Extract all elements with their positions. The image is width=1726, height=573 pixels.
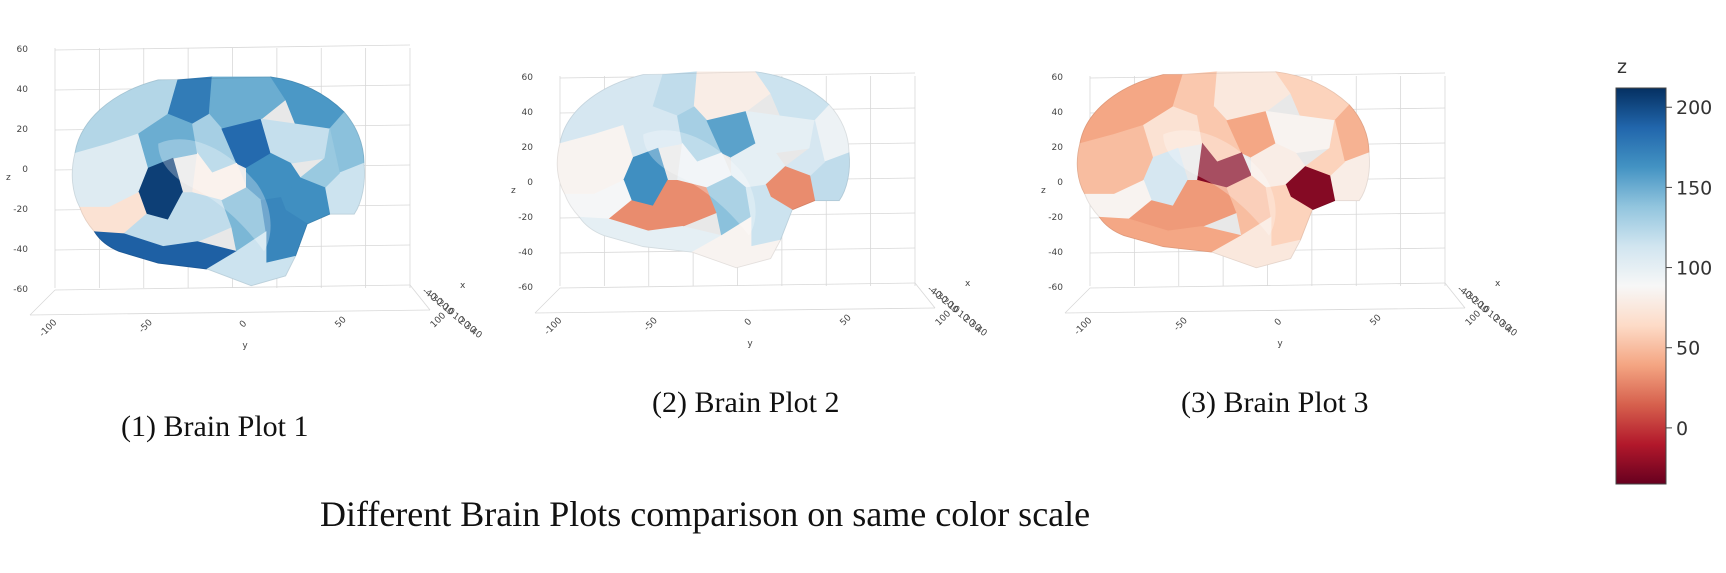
plot-1-y-tick: 50: [334, 315, 349, 330]
plot-3-z-tick: 60: [1052, 73, 1064, 83]
plot-3-y-axis-name: y: [1277, 339, 1283, 349]
plot-1-y-axis-name: y: [242, 341, 248, 351]
plot-3-z-tick: 0: [1057, 178, 1063, 188]
plot-2-x-tick: 0: [949, 304, 960, 316]
plot-3-y-tick: 50: [1369, 313, 1384, 328]
plot-1-axis-edge: [29, 309, 431, 316]
colorbar-tick-label: 50: [1676, 338, 1700, 360]
plot-3-shading: [1163, 130, 1276, 236]
plot-1-x-axis-name: x: [460, 281, 466, 291]
plot-1-region: [206, 231, 297, 287]
plot-3-y-tick: -50: [1172, 316, 1190, 334]
plot-3-z-tick: -20: [1048, 213, 1063, 223]
colorbar-tick-label: 150: [1676, 177, 1712, 199]
plot-1-z-tick: 20: [17, 125, 29, 135]
plot-1-gridline: [54, 44, 411, 51]
plot-2-x-axis-name: x: [965, 279, 971, 289]
plot-2-z-axis-name: z: [511, 186, 516, 196]
plot-3-region: [1084, 179, 1152, 220]
plot-2-axis-edge: [914, 282, 936, 309]
plot-3-surface: [1076, 71, 1370, 269]
plot-2-z-tick: 20: [522, 143, 534, 153]
plot-2-surface: [556, 71, 850, 269]
plot-3-z-tick: 20: [1052, 143, 1064, 153]
brain-plot-2: 60 40 20 0 -20 -40 -60 z -100 -50 0 50 100 y -40 -30 -20…: [511, 48, 989, 349]
plot-2-y-tick: -50: [642, 316, 660, 334]
plot-2-axis-edge: [534, 307, 936, 314]
plot-1-z-tick: -60: [13, 285, 28, 295]
plot-3-x-tick: 0: [1479, 304, 1490, 316]
plot-3-z-tick: 40: [1052, 108, 1064, 118]
plot-3-y-tick: -100: [1073, 316, 1095, 338]
plot-2-shading: [643, 130, 756, 236]
plot-3-z-axis-name: z: [1041, 186, 1046, 196]
plot-3-axis-edge: [1064, 287, 1091, 314]
plot-1-z-axis-name: z: [6, 173, 11, 183]
figure-title: Different Brain Plots comparison on same…: [320, 494, 1091, 534]
plot-3-x-axis-name: x: [1495, 279, 1501, 289]
plot-1-y-tick: 0: [238, 319, 249, 330]
plot-2-z-tick: 0: [527, 178, 533, 188]
plot-3-axis-edge: [1064, 307, 1466, 314]
plot-1-outline-stroke: [71, 76, 365, 287]
plot-2-z-tick: 60: [522, 73, 534, 83]
caption-plot-1: (1) Brain Plot 1: [121, 410, 309, 443]
plot-1-region: [79, 192, 147, 235]
plot-2-y-tick: -100: [543, 316, 565, 338]
plot-1-surface: [71, 76, 365, 287]
plot-1-z-tick: -20: [13, 205, 28, 215]
colorbar-gradient: [1615, 87, 1667, 485]
colorbar-tick-label: 100: [1676, 258, 1712, 280]
plot-2-region: [578, 216, 723, 253]
plot-2-y-tick: 0: [743, 317, 754, 328]
plot-2-z-tick: -40: [518, 248, 533, 258]
plot-1-axis-edge: [29, 289, 56, 316]
colorbar: 0 50 100 150 200: [1615, 87, 1712, 485]
plot-2-region: [564, 179, 632, 220]
plot-1-z-tick: 0: [22, 165, 28, 175]
plot-2-z-tick: -60: [518, 283, 533, 293]
caption-plot-3: (3) Brain Plot 3: [1181, 386, 1369, 419]
plot-1-y-tick: -100: [38, 318, 60, 340]
caption-plot-2: (2) Brain Plot 2: [652, 386, 840, 419]
plot-3-region: [1098, 216, 1243, 253]
colorbar-tick-label: 0: [1676, 418, 1688, 440]
plot-1-y-tick: -50: [137, 318, 155, 336]
colorbar-tick-label: 200: [1676, 97, 1712, 119]
plot-3-z-tick: -60: [1048, 283, 1063, 293]
plot-2-y-axis-name: y: [747, 339, 753, 349]
plot-3-axis-edge: [1444, 282, 1466, 309]
plot-2-y-tick: 50: [839, 313, 854, 328]
plot-2-region: [691, 216, 782, 269]
plot-1-x-tick: 0: [444, 306, 455, 318]
plot-1-region: [93, 231, 238, 270]
plot-2-outline-stroke: [556, 71, 850, 269]
plot-2-axis-edge: [534, 287, 561, 314]
plot-3-outline-stroke: [1076, 71, 1370, 269]
plot-1-z-tick: 40: [17, 85, 29, 95]
plot-3-y-tick: 0: [1273, 317, 1284, 328]
plot-1-shading: [158, 139, 271, 252]
plot-3-z-tick: -40: [1048, 248, 1063, 258]
plot-1-z-tick: 60: [17, 45, 29, 55]
brain-plot-1: 60 40 20 0 -20 -40 -60 z -100 -50 0 50 100 y -40 -30 -20…: [6, 20, 484, 351]
colorbar-title: z: [1617, 56, 1627, 78]
plot-2-z-tick: -20: [518, 213, 533, 223]
plot-1-z-tick: -40: [13, 245, 28, 255]
plot-1-axis-edge: [409, 284, 431, 311]
brain-plot-3: 60 40 20 0 -20 -40 -60 z -100 -50 0 50 100 y -40 -30 -20…: [1041, 48, 1519, 349]
plot-2-z-tick: 40: [522, 108, 534, 118]
plot-3-region: [1211, 216, 1302, 269]
